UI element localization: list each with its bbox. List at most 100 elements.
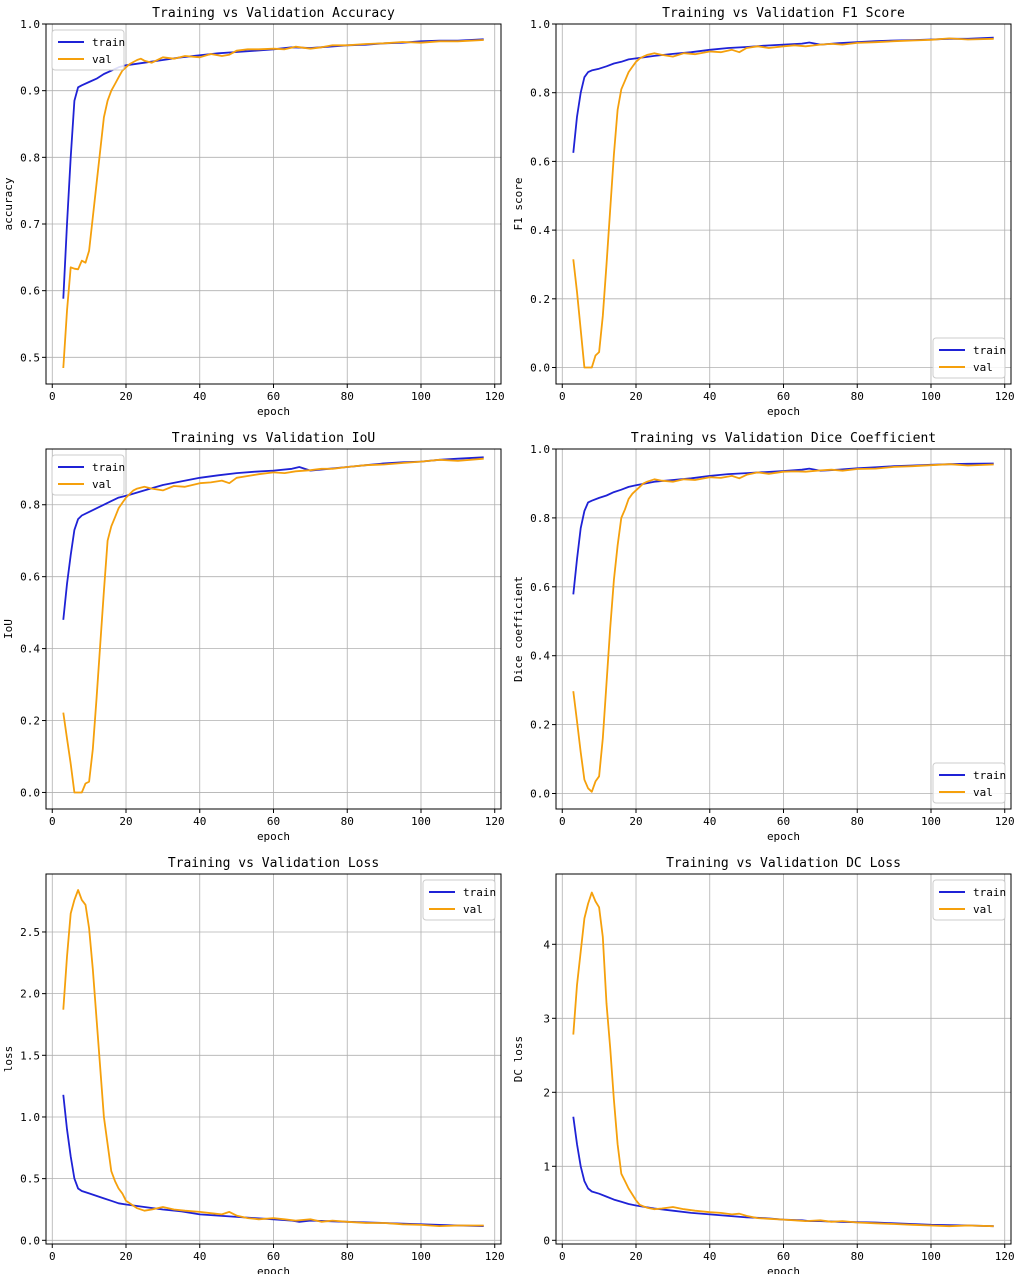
series-line-val (572, 37, 994, 369)
legend-label-val: val (973, 903, 993, 916)
y-axis-label: Dice coefficient (512, 576, 525, 682)
x-tick-label: 120 (995, 815, 1015, 828)
x-tick-label: 20 (629, 390, 642, 403)
x-tick-label: 20 (629, 1250, 642, 1263)
series-line-train (62, 456, 484, 620)
y-tick-label: 4 (543, 938, 550, 951)
legend-label-val: val (92, 53, 112, 66)
x-tick-label: 100 (921, 815, 941, 828)
x-tick-label: 100 (921, 1250, 941, 1263)
chart-title: Training vs Validation F1 Score (662, 6, 905, 21)
x-tick-label: 120 (485, 1250, 505, 1263)
y-tick-label: 0.0 (20, 1234, 40, 1247)
x-tick-label: 60 (777, 815, 790, 828)
legend-label-val: val (92, 478, 112, 491)
series-line-val (572, 463, 994, 793)
x-tick-label: 60 (267, 815, 280, 828)
x-axis-label: epoch (767, 1265, 800, 1274)
y-axis-label: accuracy (2, 177, 15, 230)
x-axis-label: epoch (257, 830, 290, 843)
y-tick-label: 1.0 (530, 443, 550, 456)
chart-title: Training vs Validation Dice Coefficient (631, 431, 936, 446)
x-tick-label: 40 (193, 815, 206, 828)
series-line-val (62, 457, 484, 794)
y-tick-label: 2.0 (20, 988, 40, 1001)
y-tick-label: 0.4 (20, 643, 40, 656)
x-tick-label: 20 (119, 815, 132, 828)
y-tick-label: 0.8 (20, 151, 40, 164)
chart-5: 0 20 40 60 80 100 120 0.0 0.5 1.0 1.5 2.0 2.5 Trainin… (2, 856, 505, 1274)
y-tick-label: 0.0 (20, 786, 40, 799)
legend-label-val: val (973, 361, 993, 374)
legend: train val (422, 879, 496, 921)
y-tick-label: 0.6 (530, 581, 550, 594)
y-axis-label: DC loss (512, 1036, 525, 1082)
x-tick-label: 40 (193, 1250, 206, 1263)
x-tick-label: 80 (851, 390, 864, 403)
y-tick-label: 0.6 (530, 155, 550, 168)
x-tick-label: 0 (559, 1250, 566, 1263)
y-tick-label: 0.8 (530, 512, 550, 525)
y-tick-label: 1.5 (20, 1049, 40, 1062)
x-tick-label: 80 (341, 390, 354, 403)
x-tick-label: 0 (49, 815, 56, 828)
legend: train val (932, 762, 1006, 804)
x-tick-label: 100 (411, 390, 431, 403)
x-tick-label: 100 (921, 390, 941, 403)
y-tick-label: 0.0 (530, 787, 550, 800)
series-line-val (572, 891, 994, 1228)
y-tick-label: 0.2 (530, 719, 550, 732)
x-tick-label: 40 (193, 390, 206, 403)
y-axis-label: IoU (2, 619, 15, 639)
y-axis-label: F1 score (512, 178, 525, 231)
y-tick-label: 1 (543, 1160, 550, 1173)
y-tick-label: 0.0 (530, 362, 550, 375)
x-tick-label: 80 (851, 815, 864, 828)
x-tick-label: 40 (703, 815, 716, 828)
x-axis-label: epoch (767, 405, 800, 418)
x-tick-label: 20 (629, 815, 642, 828)
x-tick-label: 60 (777, 1250, 790, 1263)
legend: train val (932, 879, 1006, 921)
x-tick-label: 80 (341, 815, 354, 828)
y-tick-label: 0.4 (530, 650, 550, 663)
y-tick-label: 0.2 (530, 293, 550, 306)
x-tick-label: 40 (703, 390, 716, 403)
legend-label-val: val (463, 903, 483, 916)
y-tick-label: 0.4 (530, 224, 550, 237)
y-tick-label: 0.9 (20, 85, 40, 98)
x-tick-label: 60 (777, 390, 790, 403)
x-tick-label: 40 (703, 1250, 716, 1263)
y-axis-label: loss (2, 1046, 15, 1073)
series-line-val (62, 39, 484, 369)
legend-label-train: train (92, 36, 125, 49)
chart-6: 0 20 40 60 80 100 120 0 1 2 3 4 Training vs Validati… (512, 856, 1015, 1274)
y-tick-label: 1.0 (20, 18, 40, 31)
legend: train val (932, 337, 1006, 379)
x-tick-label: 80 (851, 1250, 864, 1263)
x-tick-label: 120 (995, 390, 1015, 403)
chart-3: 0 20 40 60 80 100 120 0.0 0.2 0.4 0.6 0.8 Training v… (2, 431, 505, 843)
chart-4: 0 20 40 60 80 100 120 0.0 0.2 0.4 0.6 0.8 1.0 Trainin… (512, 431, 1015, 843)
x-tick-label: 60 (267, 1250, 280, 1263)
x-tick-label: 60 (267, 390, 280, 403)
x-tick-label: 80 (341, 1250, 354, 1263)
y-tick-label: 0.5 (20, 1173, 40, 1186)
legend: train val (51, 29, 125, 71)
legend-label-train: train (463, 886, 496, 899)
y-tick-label: 2.5 (20, 926, 40, 939)
legend-label-train: train (92, 461, 125, 474)
chart-1: 0 20 40 60 80 100 120 0.5 0.6 0.7 0.8 0.9 1.0 Trainin… (2, 6, 505, 418)
x-tick-label: 20 (119, 1250, 132, 1263)
x-tick-label: 0 (49, 1250, 56, 1263)
series-line-val (62, 889, 484, 1227)
x-tick-label: 120 (485, 815, 505, 828)
x-tick-label: 20 (119, 390, 132, 403)
y-tick-label: 1.0 (20, 1111, 40, 1124)
y-tick-label: 0.6 (20, 571, 40, 584)
y-tick-label: 1.0 (530, 18, 550, 31)
x-tick-label: 0 (49, 390, 56, 403)
y-tick-label: 0.8 (20, 499, 40, 512)
x-tick-label: 120 (995, 1250, 1015, 1263)
legend-label-val: val (973, 786, 993, 799)
